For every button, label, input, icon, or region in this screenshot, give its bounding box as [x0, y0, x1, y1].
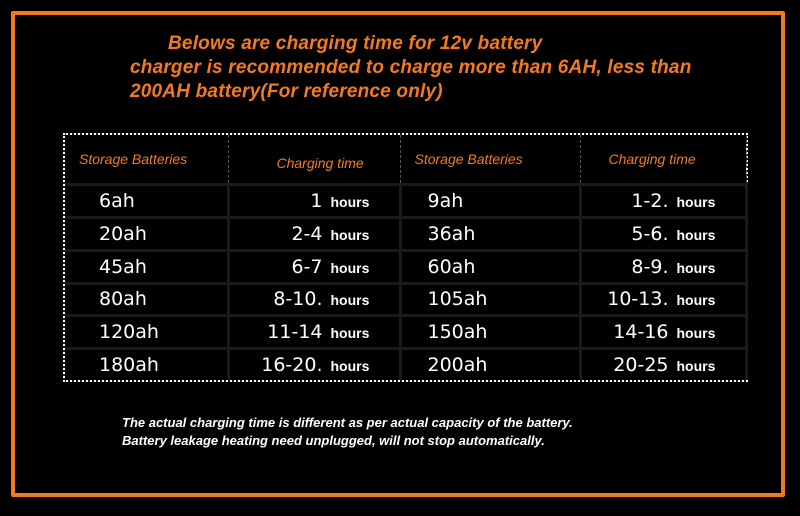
note-line-1: The actual charging time is different as…	[122, 415, 573, 430]
charging-time-cell: 1 hours	[228, 183, 402, 218]
table-header-row: Storage Batteries Charging time Storage …	[65, 135, 747, 185]
time-value: 5-6.	[631, 222, 669, 245]
time-value: 2-4	[291, 222, 323, 245]
heading-line-3: 200AH battery(For reference only)	[130, 81, 443, 102]
charging-time-cell: 8-9. hours	[580, 248, 748, 284]
charging-time-cell: 14-16 hours	[580, 314, 748, 349]
charging-time-table: Storage Batteries Charging time Storage …	[63, 133, 748, 382]
capacity-cell: 150ah	[400, 314, 582, 349]
unit-label: hours	[676, 292, 716, 309]
unit-label: hours	[330, 325, 370, 342]
charging-time-cell: 10-13. hours	[580, 281, 748, 316]
capacity-cell: 20ah	[65, 215, 230, 251]
table-row: 6ah 1 hours 9ah 1-2. hours	[65, 183, 748, 218]
capacity-cell: 80ah	[65, 281, 230, 316]
header-charging-time: Charging time	[228, 135, 401, 185]
unit-label: hours	[676, 226, 716, 243]
unit-label: hours	[676, 193, 716, 210]
table-row: 80ah 8-10. hours 105ah 10-13. hours	[65, 281, 748, 316]
charging-time-cell: 8-10. hours	[228, 281, 402, 316]
unit-label: hours	[330, 259, 370, 276]
time-value: 8-10.	[273, 288, 323, 311]
charging-time-cell: 5-6. hours	[580, 215, 748, 251]
capacity-cell: 120ah	[65, 314, 230, 349]
charging-time-cell: 6-7 hours	[228, 248, 402, 284]
table-row: 180ah 16-20. hours 200ah 20-25 hours	[65, 347, 748, 380]
time-value: 1-2.	[631, 189, 669, 212]
charging-time-cell: 2-4 hours	[228, 215, 402, 251]
heading-line-2: charger is recommended to charge more th…	[130, 57, 692, 78]
unit-label: hours	[330, 193, 370, 210]
unit-label: hours	[676, 358, 716, 375]
orange-border-frame	[11, 11, 785, 497]
time-value: 1	[310, 189, 323, 212]
table-row: 20ah 2-4 hours 36ah 5-6. hours	[65, 215, 748, 251]
charging-time-cell: 20-25 hours	[580, 347, 748, 380]
header-storage-batteries: Storage Batteries	[400, 135, 581, 185]
time-value: 10-13.	[607, 288, 669, 311]
charging-time-cell: 1-2. hours	[580, 183, 748, 218]
time-value: 14-16	[613, 321, 669, 344]
note-line-2: Battery leakage heating need unplugged, …	[122, 433, 545, 448]
capacity-cell: 180ah	[65, 347, 230, 380]
heading-line-1: Belows are charging time for 12v battery	[168, 33, 543, 54]
capacity-cell: 105ah	[400, 281, 582, 316]
table-row: 120ah 11-14 hours 150ah 14-16 hours	[65, 314, 748, 349]
unit-label: hours	[330, 292, 370, 309]
time-value: 11-14	[267, 321, 323, 344]
unit-label: hours	[676, 325, 716, 342]
capacity-cell: 200ah	[400, 347, 582, 380]
capacity-cell: 45ah	[65, 248, 230, 284]
unit-label: hours	[330, 358, 370, 375]
header-charging-time: Charging time	[580, 135, 747, 185]
time-value: 16-20.	[261, 354, 323, 377]
charging-time-cell: 16-20. hours	[228, 347, 402, 380]
time-value: 8-9.	[631, 255, 669, 278]
unit-label: hours	[676, 259, 716, 276]
capacity-cell: 9ah	[400, 183, 582, 218]
time-value: 6-7	[291, 255, 323, 278]
charging-time-cell: 11-14 hours	[228, 314, 402, 349]
capacity-cell: 60ah	[400, 248, 582, 284]
unit-label: hours	[330, 226, 370, 243]
capacity-cell: 36ah	[400, 215, 582, 251]
time-value: 20-25	[613, 354, 669, 377]
table-row: 45ah 6-7 hours 60ah 8-9. hours	[65, 248, 748, 284]
header-storage-batteries: Storage Batteries	[65, 135, 229, 185]
capacity-cell: 6ah	[65, 183, 230, 218]
